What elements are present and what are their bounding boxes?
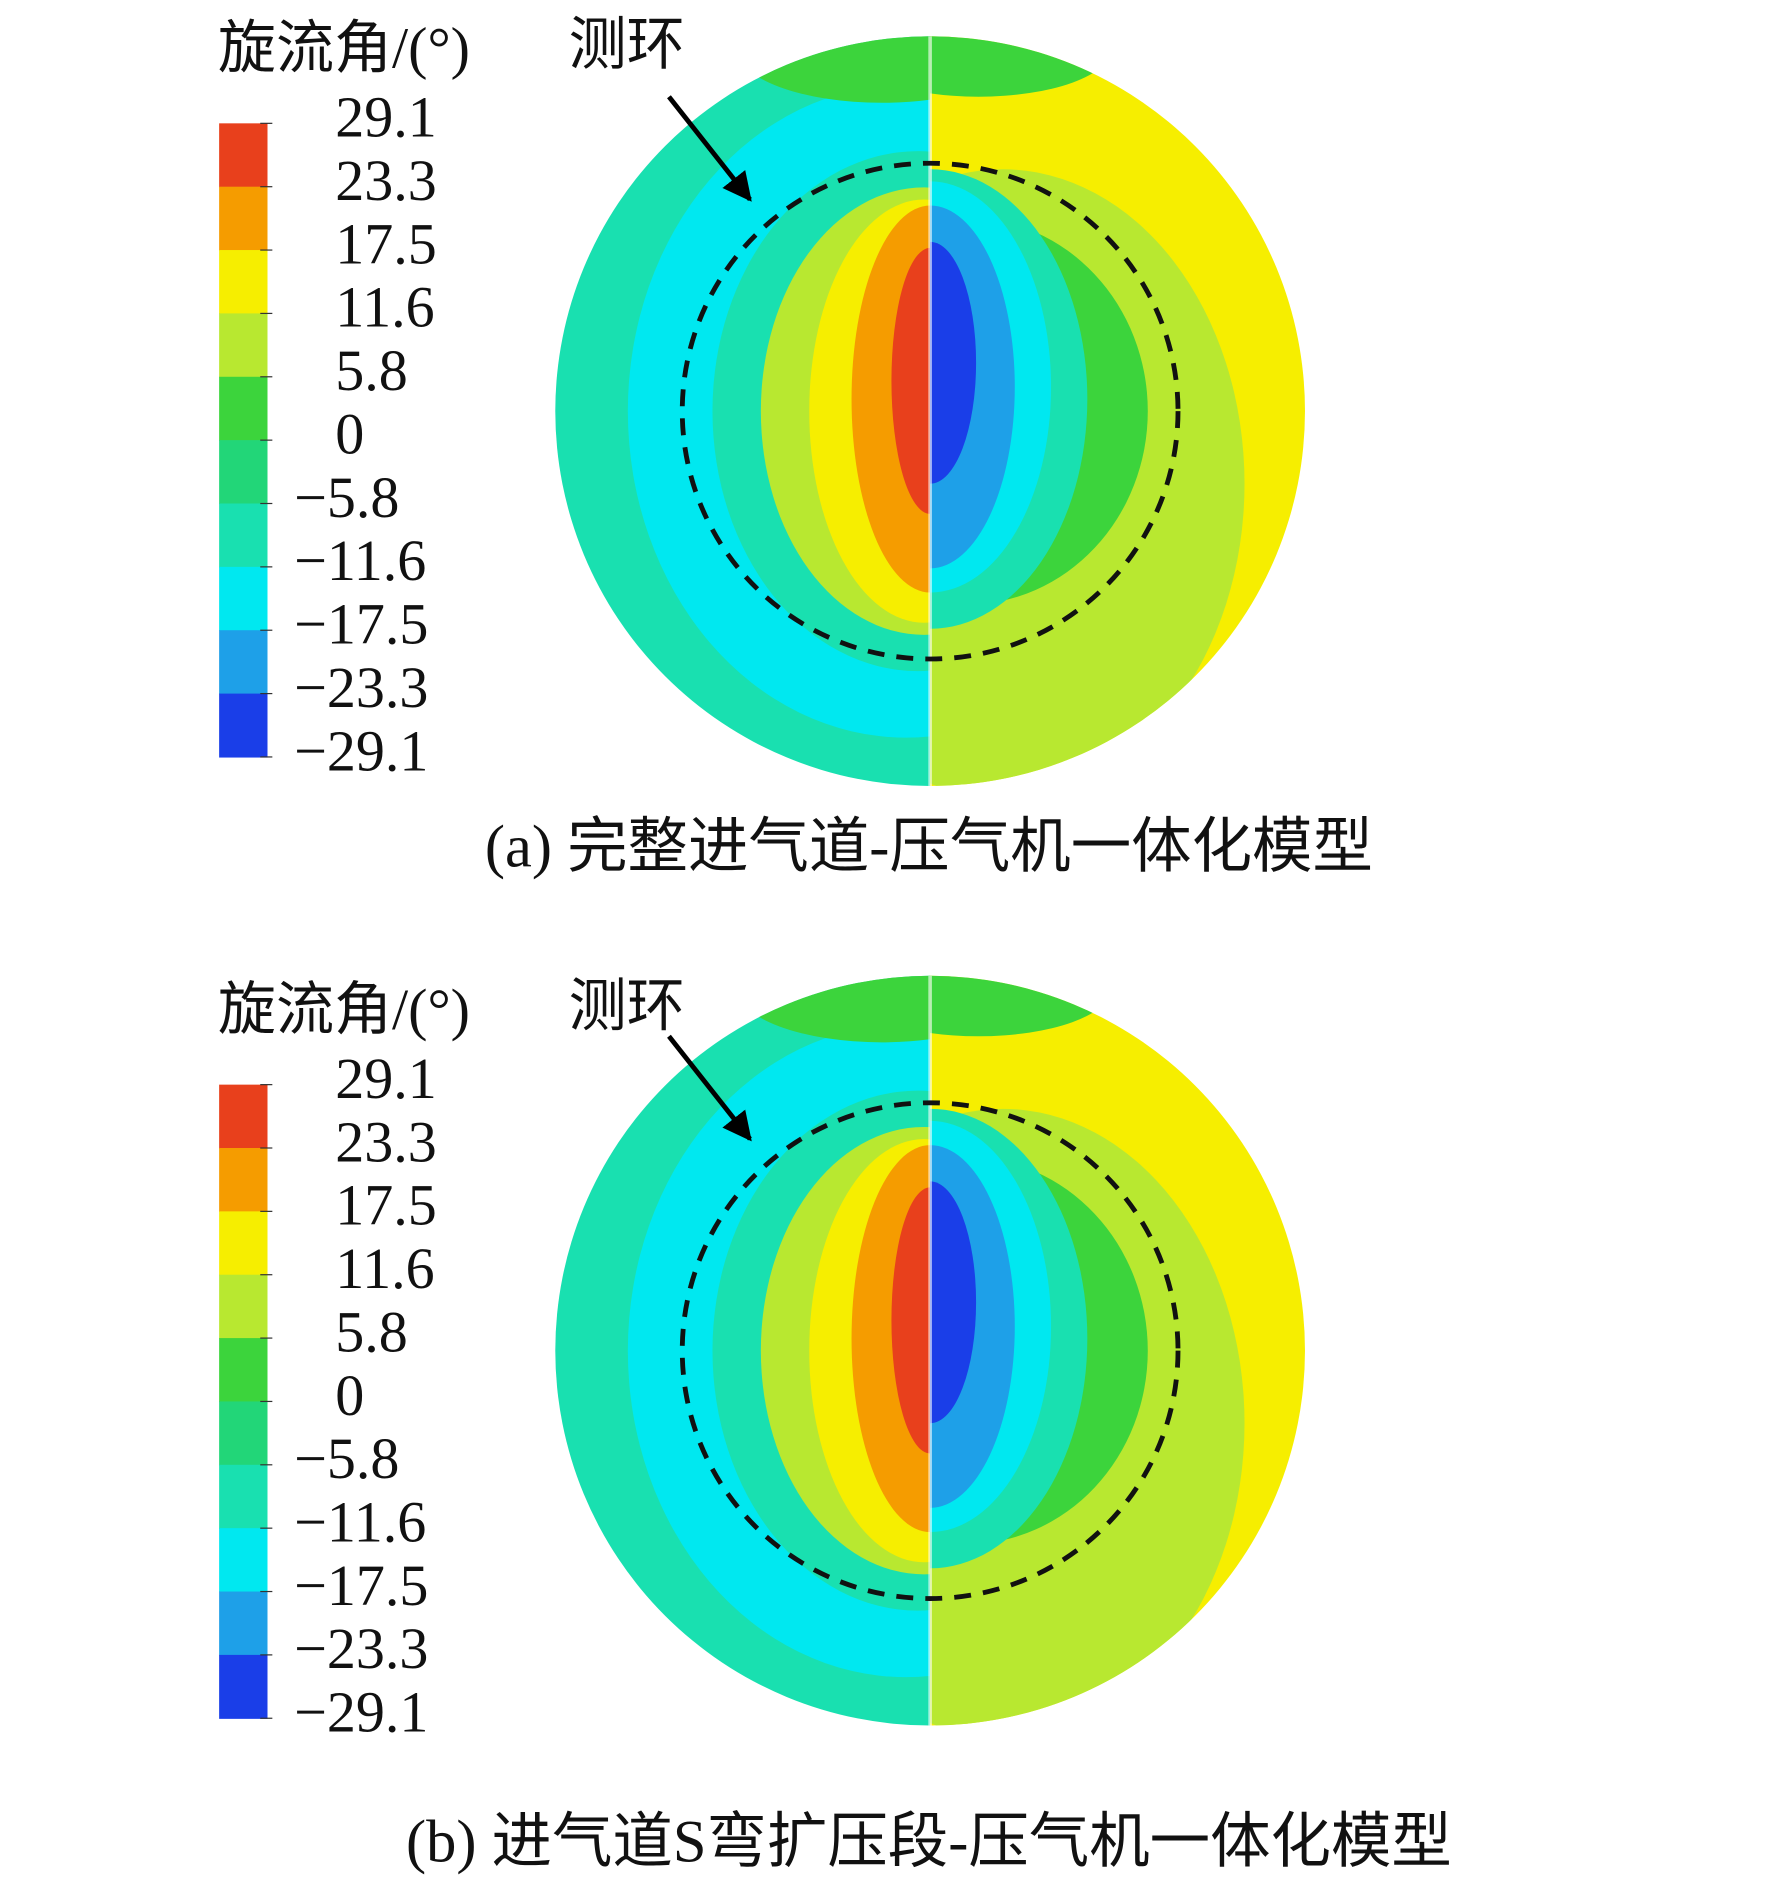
contour-plot [543,933,1317,1737]
colorbar-label: −5.8 [294,1426,399,1491]
colorbar-segment [219,1084,268,1149]
colorbar-label: 11.6 [335,275,434,340]
colorbar-label: −11.6 [294,1489,426,1554]
colorbar-segment [219,1274,268,1339]
colorbar-label: −17.5 [294,1553,428,1618]
legend-title: 旋流角/(°) [218,977,470,1042]
colorbar-label: 17.5 [335,211,437,276]
colorbar-segment [219,566,268,631]
colorbar-segment [219,503,268,568]
annotation-arrow [667,95,752,202]
colorbar-label: 29.1 [335,1046,437,1111]
colorbar-segment [219,186,268,251]
colorbar-segment [219,1464,268,1529]
colorbar-segment [219,123,268,188]
colorbar-segment [219,1211,268,1276]
colorbar-label: 23.3 [335,1109,437,1174]
colorbar-label: 29.1 [335,85,437,150]
colorbar-label: 0 [335,401,364,466]
annotation: 测环 [569,973,685,1038]
colorbar-label: 5.8 [335,1299,408,1364]
colorbar-segment [219,376,268,441]
colorbar-label: −29.1 [294,1680,428,1745]
colorbar-segment [219,1147,268,1212]
colorbar-label: 23.3 [335,148,437,213]
colorbar-segment [219,1528,268,1593]
annotation: 测环 [569,12,685,77]
caption: (a) 完整进气道-压气机一体化模型 [485,813,1373,880]
colorbar-segment [219,440,268,505]
colorbar-label: 5.8 [335,338,408,403]
colorbar-segment [219,250,268,315]
colorbar-label: −23.3 [294,1616,428,1681]
colorbar-label: 0 [335,1363,364,1428]
caption: (b) 进气道S弯扩压段-压气机一体化模型 [406,1809,1452,1876]
annotation-arrow [667,1034,752,1142]
colorbar-label: −23.3 [294,655,428,720]
colorbar-segment [219,1591,268,1656]
colorbar-segment [219,1338,268,1403]
colorbar-segment [219,693,268,758]
colorbar-label: −11.6 [294,528,426,593]
colorbar-segment [219,1654,268,1719]
colorbar-segment [219,630,268,695]
colorbar-label: −17.5 [294,592,428,657]
colorbar-label: 11.6 [335,1236,434,1301]
colorbar-segment [219,313,268,378]
colorbar-label: 17.5 [335,1173,437,1238]
legend-title: 旋流角/(°) [218,16,470,81]
colorbar-label: −5.8 [294,465,399,530]
contour-plot [543,0,1317,798]
colorbar-label: −29.1 [294,718,428,783]
colorbar-segment [219,1401,268,1466]
